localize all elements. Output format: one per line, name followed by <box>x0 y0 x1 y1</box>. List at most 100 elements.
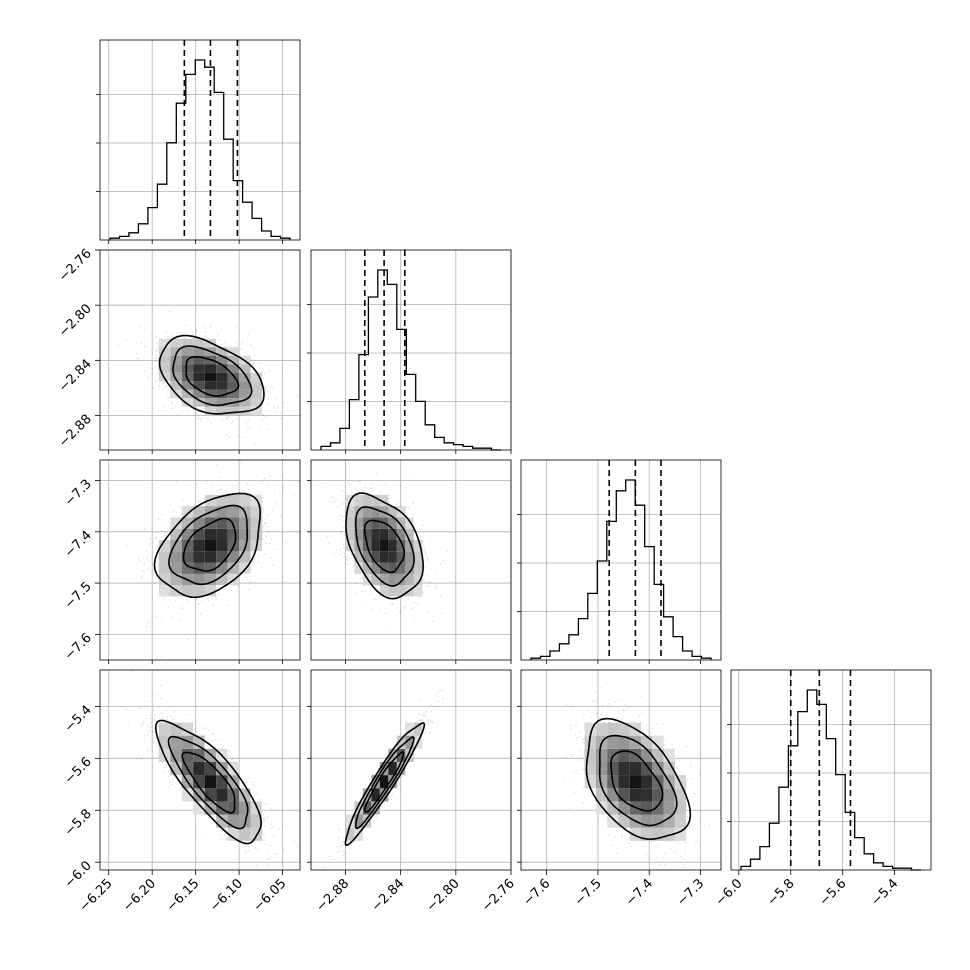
density-cell <box>227 528 240 540</box>
x-tick-label: −5.8 <box>765 876 798 909</box>
y-tick-label: −2.76 <box>56 246 95 285</box>
contour-1-sigma <box>363 519 406 574</box>
density-cell <box>362 506 372 518</box>
density-cell <box>204 540 217 552</box>
density-cell <box>663 814 675 828</box>
density-cell <box>227 347 240 356</box>
density-cell <box>216 775 228 789</box>
density-cell <box>216 573 228 586</box>
density-cell <box>584 775 596 789</box>
density-cell <box>641 827 653 841</box>
density-cell <box>652 788 664 802</box>
density-cell <box>629 775 641 789</box>
density-cell <box>663 761 675 776</box>
density-cell <box>170 338 182 348</box>
density-cell <box>618 748 630 762</box>
density-cell <box>193 573 205 586</box>
density-cell <box>216 389 228 399</box>
density-cell <box>216 347 228 356</box>
density-cell <box>379 528 389 540</box>
contour-1.5-sigma <box>168 504 248 586</box>
panel-content <box>324 682 454 868</box>
density-cell <box>216 528 228 540</box>
density-cell <box>193 801 205 815</box>
density-cell <box>354 562 363 574</box>
density-cell <box>239 364 251 373</box>
density-cell <box>193 381 205 390</box>
density-cell <box>388 585 397 597</box>
contour-2-sigma <box>158 334 265 415</box>
density-cell <box>618 735 630 749</box>
density-cell <box>618 722 630 736</box>
x-tick-label: −7.5 <box>572 876 605 909</box>
panel-content <box>321 471 449 632</box>
density-cell <box>216 406 228 416</box>
density-cell <box>641 761 653 776</box>
density-cell <box>413 573 423 586</box>
density-cell <box>674 801 687 815</box>
density-cell <box>204 761 217 776</box>
density-cell <box>652 827 664 841</box>
panel-frame <box>310 669 512 871</box>
density-cell <box>371 788 380 802</box>
x-tick-label: −6.05 <box>251 876 290 915</box>
density-cell <box>216 562 228 574</box>
density-cell <box>239 540 251 552</box>
density-cell <box>170 761 182 776</box>
density-cell <box>413 585 423 597</box>
density-cell <box>629 827 641 841</box>
density-cell <box>193 364 205 373</box>
sample-points <box>117 310 299 446</box>
density-cell <box>641 775 653 789</box>
contour-1-sigma <box>364 751 405 813</box>
density-cell <box>216 494 228 507</box>
density-cell <box>250 506 263 518</box>
density-cell <box>405 722 414 736</box>
density-cell <box>362 814 372 828</box>
density-cell <box>413 562 423 574</box>
density-cell <box>396 585 406 597</box>
density-cell <box>204 775 217 789</box>
density-cell <box>216 814 228 828</box>
density-cell <box>158 735 171 749</box>
density-cell <box>204 406 217 416</box>
density-cell <box>388 528 397 540</box>
density-cell <box>674 827 687 841</box>
density-cell <box>193 788 205 802</box>
density-cell <box>181 347 194 356</box>
density-cell <box>641 748 653 762</box>
density-cell <box>239 494 251 507</box>
x-tick-label: −6.0 <box>713 876 746 909</box>
density-cell <box>158 338 171 348</box>
density-cell <box>396 528 406 540</box>
panel-2-0 <box>99 459 301 661</box>
x-tick-label: −6.20 <box>120 876 159 915</box>
density-cell <box>181 517 194 529</box>
density-cell <box>227 372 240 382</box>
density-cell <box>216 540 228 552</box>
density-cell <box>239 801 251 815</box>
density-cell <box>354 528 363 540</box>
density-cell <box>371 551 380 563</box>
density-cell <box>204 788 217 802</box>
density-cell <box>388 562 397 574</box>
density-cell <box>181 338 194 348</box>
density-cell <box>405 528 414 540</box>
density-cell <box>396 540 406 552</box>
density-cell <box>227 814 240 828</box>
density-cell <box>216 372 228 382</box>
density-cell <box>405 748 414 762</box>
density-cell <box>413 551 423 563</box>
density-cell <box>239 551 251 563</box>
density-cell <box>239 788 251 802</box>
density-cell <box>239 372 251 382</box>
density-cell <box>227 827 240 841</box>
density-cell <box>607 801 619 815</box>
density-cell <box>618 814 630 828</box>
density-cell <box>584 722 596 736</box>
contour-2-sigma <box>344 722 426 847</box>
y-tick-label: −7.4 <box>62 528 95 561</box>
panel-frame <box>310 459 512 661</box>
density-cell <box>396 562 406 574</box>
density-cell <box>362 801 372 815</box>
